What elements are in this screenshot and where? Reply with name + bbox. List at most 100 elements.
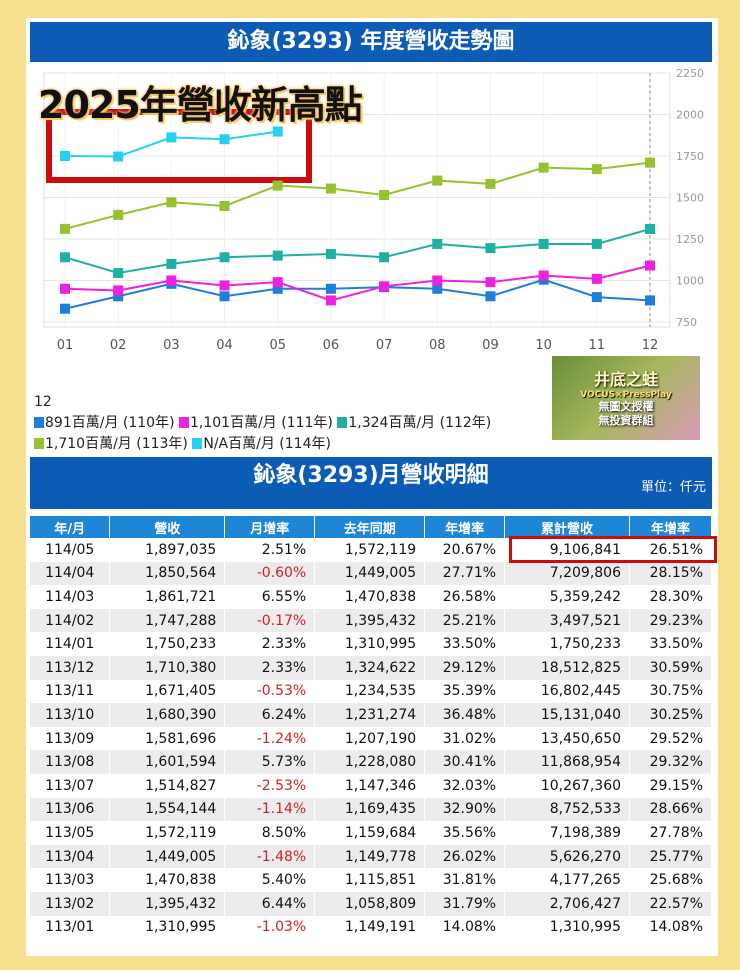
table-cell: 13,450,650 (504, 726, 631, 751)
table-cell: 1,449,005 (109, 844, 226, 869)
table-row: 113/03 1,470,838 5.40% 1,115,851 31.81% 4,177… (30, 868, 712, 892)
data-point (645, 224, 655, 235)
series-line (64, 264, 651, 302)
table-cell: 1,514,827 (109, 773, 226, 798)
legend-item[interactable]: 1,324百萬/月 (112年) (337, 415, 491, 431)
table-cell: 3,497,521 (504, 608, 631, 633)
table-cell: 1,671,405 (109, 679, 226, 704)
table-cell: 11,868,954 (504, 750, 631, 774)
table-cell: 33.50% (629, 632, 712, 656)
table-cell: 30.41% (424, 750, 506, 774)
table-cell: 113/10 (30, 703, 111, 727)
data-point (166, 258, 177, 269)
table-cell: 28.15% (629, 561, 712, 586)
table-cell: 7,198,389 (504, 821, 631, 845)
table-cell: 1,572,119 (109, 821, 226, 845)
table-cell: -1.24% (224, 726, 316, 751)
table-cell: 113/01 (30, 915, 111, 940)
data-point (219, 252, 230, 263)
data-point (645, 295, 655, 306)
table-cell: 6.24% (224, 703, 316, 727)
table-cell: 5.40% (224, 868, 316, 892)
table-cell: 1,395,432 (109, 891, 226, 916)
table-cell: 1,581,696 (109, 726, 226, 751)
data-point (272, 180, 283, 191)
x-tick-label: 12 (642, 338, 659, 353)
table-row: 114/01 1,750,233 2.33% 1,310,995 33.50% 1,750… (30, 632, 712, 656)
table-cell: 29.32% (629, 750, 712, 774)
data-point (538, 238, 549, 249)
table-cell: 5.73% (224, 750, 316, 774)
table-cell: 1,147,346 (314, 773, 426, 798)
table-cell: -0.53% (224, 679, 316, 704)
data-point (113, 268, 124, 279)
table-cell: -2.53% (224, 773, 316, 798)
table-cell: 15,131,040 (504, 703, 631, 727)
data-point (60, 252, 70, 263)
x-tick-label: 09 (482, 338, 499, 353)
table-cell: 113/05 (30, 821, 111, 845)
y-tick-label: 1250 (676, 233, 704, 246)
legend-item[interactable]: N/A百萬/月 (114年) (192, 436, 331, 452)
data-point (60, 151, 70, 161)
x-tick-label: 06 (323, 338, 340, 353)
table-cell: 7,209,806 (504, 561, 631, 586)
table-row: 113/10 1,680,390 6.24% 1,231,274 36.48% 15,13… (30, 703, 712, 727)
legend-label: 1,324百萬/月 (112年) (348, 415, 492, 431)
table-cell: 14.08% (629, 915, 712, 940)
legend-label: 1,101百萬/月 (111年) (190, 415, 333, 431)
table-cell: 31.02% (424, 726, 506, 751)
table-cell: 27.78% (629, 821, 712, 845)
legend-swatch (179, 417, 189, 428)
legend-label: 1,710百萬/月 (113年) (45, 436, 188, 452)
table-cell: -1.14% (224, 797, 316, 822)
data-point (432, 275, 443, 286)
legend-swatch (337, 417, 348, 428)
table-cell: 1,750,233 (109, 632, 226, 656)
table-cell: 32.03% (424, 773, 506, 798)
table-cell: 1,680,390 (109, 703, 226, 727)
table-title: 鈊象(3293)月營收明細 (253, 463, 489, 488)
table-cell: -0.17% (224, 608, 316, 633)
y-tick-label: 750 (676, 316, 697, 329)
unit-label: 單位：仟元 (640, 480, 706, 495)
data-point (272, 277, 283, 288)
series-line (64, 278, 651, 310)
legend-label: 891百萬/月 (110年) (45, 415, 175, 431)
table-cell: 113/09 (30, 726, 111, 751)
legend-item[interactable]: 1,710百萬/月 (113年) (34, 436, 192, 452)
table-cell: 113/11 (30, 679, 111, 704)
table-cell: 26.02% (424, 844, 506, 869)
table-cell: 1,058,809 (314, 891, 426, 916)
table-cell: 30.25% (629, 703, 712, 727)
data-point (166, 275, 177, 286)
table-cell: 26.51% (629, 538, 712, 562)
x-tick-label: 02 (110, 338, 127, 353)
table-cell: 28.66% (629, 797, 712, 822)
table-cell: 25.68% (629, 868, 712, 892)
column-header: 月增率 (224, 516, 316, 538)
series-line (64, 161, 651, 230)
table-cell: 36.48% (424, 703, 506, 727)
data-point (432, 238, 443, 249)
table-cell: 1,228,080 (314, 750, 426, 774)
table-row: 113/06 1,554,144 -1.14% 1,169,435 32.90% 8,75… (30, 797, 712, 822)
table-cell: 1,234,535 (314, 679, 426, 704)
data-point (432, 175, 443, 186)
data-point (485, 178, 496, 189)
legend-item[interactable]: 1,101百萬/月 (111年) (179, 415, 337, 431)
table-cell: 1,149,191 (314, 915, 426, 940)
table-row: 114/05 1,897,035 2.51% 1,572,119 20.67% 9,106… (30, 538, 712, 562)
data-point (113, 291, 124, 302)
data-point (60, 223, 70, 234)
series-line (64, 228, 651, 275)
data-point (591, 273, 602, 284)
legend-item[interactable]: 891百萬/月 (110年) (34, 415, 179, 431)
table-cell: 4,177,265 (504, 868, 631, 892)
x-tick-label: 05 (269, 338, 286, 353)
data-point (325, 248, 336, 259)
watermark-line1: 無圖文授權 (598, 400, 654, 413)
table-cell: 25.77% (629, 844, 712, 869)
data-point (219, 280, 230, 291)
table-cell: 30.59% (629, 655, 712, 680)
